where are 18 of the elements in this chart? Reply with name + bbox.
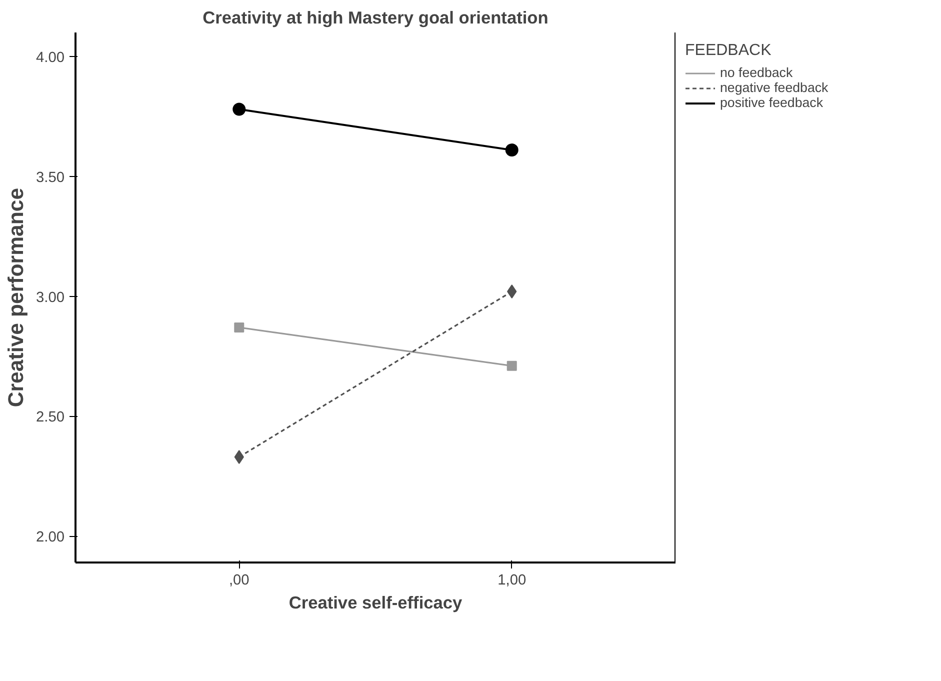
y-tick-label: 3.00 <box>36 290 65 306</box>
x-axis-title: Creative self-efficacy <box>288 592 463 612</box>
legend-label: no feedback <box>720 65 793 80</box>
point <box>234 322 244 332</box>
y-tick-label: 4.00 <box>36 50 65 66</box>
y-tick-label: 3.50 <box>36 170 65 186</box>
x-tick-label: ,00 <box>228 572 250 588</box>
y-tick-label: 2.50 <box>36 410 65 426</box>
point <box>505 144 518 156</box>
y-tick-label: 2.00 <box>36 530 65 546</box>
legend-label: negative feedback <box>720 80 828 95</box>
x-tick-label: 1,00 <box>498 572 526 588</box>
legend-label: positive feedback <box>720 95 823 110</box>
point <box>506 360 517 371</box>
point <box>232 102 246 116</box>
y-axis-title: Creative performance <box>4 188 28 408</box>
chart-title: Creativity at high Mastery goal orientation <box>202 8 548 28</box>
legend-title: FEEDBACK <box>685 42 772 60</box>
